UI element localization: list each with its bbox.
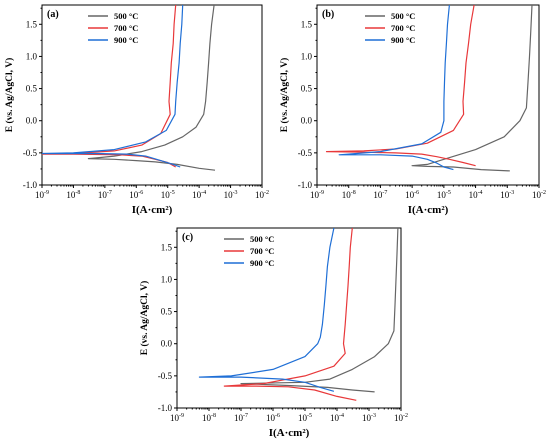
x-tick-label: 10-2 (255, 190, 269, 200)
x-tick-label: 10-5 (437, 190, 451, 200)
y-tick-label: 1.0 (161, 274, 173, 284)
plot-frame (41, 4, 263, 186)
y-tick-label: -1.0 (298, 180, 313, 190)
legend-label: 500 °C (250, 234, 274, 244)
y-tick-label: -1.0 (158, 403, 173, 413)
x-tick-label: 10-4 (469, 190, 483, 200)
series-line-1 (42, 5, 177, 168)
series-line-0 (411, 5, 533, 172)
y-tick-label: 1.5 (161, 242, 173, 252)
x-axis-title: I(A·cm²) (269, 427, 310, 439)
x-tick-label: 10-7 (98, 190, 112, 200)
x-tick-label: 10-2 (532, 190, 546, 200)
x-tick-label: 10-7 (234, 413, 248, 423)
y-axis-title: E (vs. Ag/AgCl, V) (139, 281, 150, 356)
x-tick-label: 10-6 (129, 190, 143, 200)
x-tick-label: 10-3 (500, 190, 514, 200)
x-tick-label: 10-9 (310, 190, 324, 200)
series-line-1 (223, 228, 357, 401)
y-tick-label: -0.5 (298, 148, 313, 158)
y-tick-label: 0.5 (301, 84, 313, 94)
panel-label: (c) (182, 232, 193, 243)
panel-label: (a) (47, 9, 59, 20)
legend-label: 700 °C (391, 23, 415, 33)
y-tick-label: 1.0 (301, 51, 313, 61)
panel-c: 10-9 10-8 10-7 10-6 10-5 10-4 10-3 10-2 -1.0 -0.5… (139, 227, 408, 439)
y-tick-label: -0.5 (158, 371, 173, 381)
y-tick-label: 1.5 (301, 19, 313, 29)
y-tick-label: 0.0 (301, 116, 313, 126)
x-tick-label: 10-9 (35, 190, 49, 200)
series-line-0 (87, 5, 216, 171)
x-tick-label: 10-4 (330, 413, 344, 423)
legend-label: 500 °C (391, 11, 415, 21)
x-tick-label: 10-8 (342, 190, 356, 200)
x-tick-label: 10-5 (298, 413, 312, 423)
y-tick-label: 1.0 (26, 51, 38, 61)
x-tick-label: 10-8 (202, 413, 216, 423)
legend-label: 700 °C (250, 246, 274, 256)
x-tick-label: 10-3 (224, 190, 238, 200)
legend-label: 500 °C (114, 11, 138, 21)
y-tick-label: 0.0 (26, 116, 38, 126)
panel-a: 10-9 10-8 10-7 10-6 10-5 10-4 10-3 10-2 -1.0 -0.5… (4, 4, 269, 216)
y-tick-label: 1.5 (26, 19, 38, 29)
plot-frame (176, 227, 402, 409)
series-line-2 (42, 5, 184, 168)
y-tick-label: 0.5 (161, 307, 173, 317)
panel-b: 10-9 10-8 10-7 10-6 10-5 10-4 10-3 10-2 -1.0 -0.5… (279, 4, 546, 216)
plot-frame (316, 4, 540, 186)
x-tick-label: 10-3 (362, 413, 376, 423)
legend-label: 900 °C (114, 35, 138, 45)
x-tick-label: 10-6 (405, 190, 419, 200)
x-tick-label: 10-6 (266, 413, 280, 423)
y-axis-title: E (vs. Ag/AgCl, V) (4, 58, 15, 133)
y-axis-title: E (vs. Ag/AgCl, V) (279, 58, 290, 133)
y-tick-label: -1.0 (23, 180, 38, 190)
series-line-0 (240, 228, 399, 393)
y-tick-label: -0.5 (23, 148, 38, 158)
series-line-2 (338, 5, 454, 171)
x-axis-title: I(A·cm²) (132, 204, 173, 216)
legend-label: 900 °C (391, 35, 415, 45)
x-tick-label: 10-4 (192, 190, 206, 200)
series-line-2 (198, 228, 335, 392)
x-tick-label: 10-7 (373, 190, 387, 200)
y-tick-label: 0.0 (161, 339, 173, 349)
legend-label: 700 °C (114, 23, 138, 33)
x-tick-label: 10-5 (161, 190, 175, 200)
x-tick-label: 10-8 (66, 190, 80, 200)
panel-label: (b) (322, 9, 334, 20)
y-tick-label: 0.5 (26, 84, 38, 94)
x-tick-label: 10-9 (170, 413, 184, 423)
x-axis-title: I(A·cm²) (408, 204, 449, 216)
legend-label: 900 °C (250, 258, 274, 268)
x-tick-label: 10-2 (394, 413, 408, 423)
